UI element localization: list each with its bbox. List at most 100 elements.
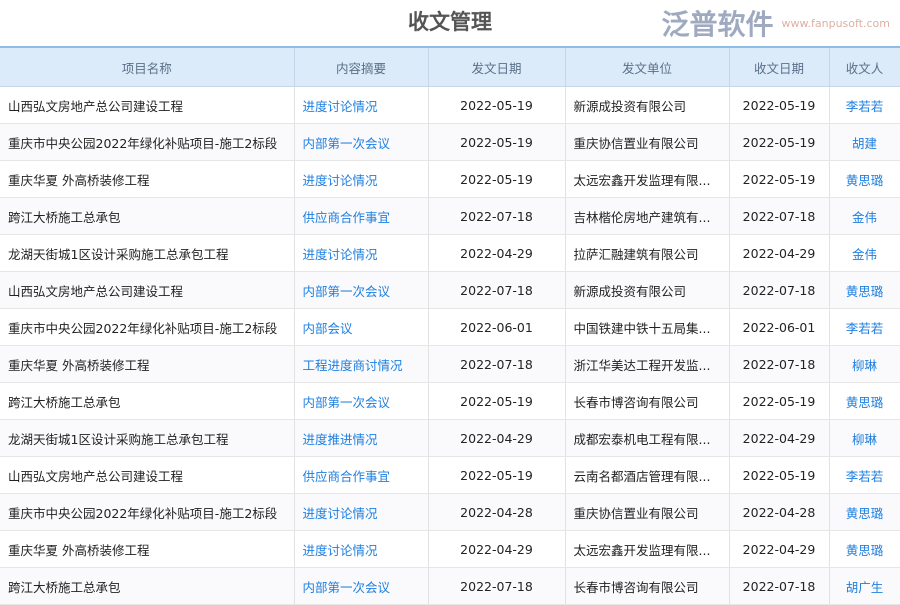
- summary-link[interactable]: 工程进度商讨情况: [294, 345, 429, 383]
- sender-unit: 太远宏鑫开发监理有限...: [565, 530, 730, 568]
- summary-link[interactable]: 进度讨论情况: [294, 86, 429, 124]
- send-date: 2022-04-28: [428, 493, 566, 531]
- project-name: 重庆华夏 外高桥装修工程: [0, 345, 295, 383]
- send-date: 2022-07-18: [428, 197, 566, 235]
- receiver-link[interactable]: 金伟: [829, 197, 900, 235]
- table-row[interactable]: 山西弘文房地产总公司建设工程 供应商合作事宜 2022-05-19 云南名都酒店管理有…: [0, 456, 900, 494]
- receiver-link[interactable]: 李若若: [829, 456, 900, 494]
- receiver-link[interactable]: 黄思璐: [829, 493, 900, 531]
- project-name: 山西弘文房地产总公司建设工程: [0, 86, 295, 124]
- header-row: 项目名称 内容摘要 发文日期 发文单位 收文日期 收文人: [0, 46, 900, 87]
- receiver-link[interactable]: 黄思璐: [829, 160, 900, 198]
- project-name: 跨江大桥施工总承包: [0, 567, 295, 605]
- table-row[interactable]: 重庆华夏 外高桥装修工程 工程进度商讨情况 2022-07-18 浙江华美达工程开发监…: [0, 345, 900, 383]
- project-name: 跨江大桥施工总承包: [0, 382, 295, 420]
- receiver-link[interactable]: 柳琳: [829, 345, 900, 383]
- receive-date: 2022-05-19: [729, 456, 830, 494]
- table-row[interactable]: 重庆市中央公园2022年绿化补贴项目-施工2标段 内部会议 2022-06-01 中国…: [0, 308, 900, 346]
- table-row[interactable]: 龙湖天街城1区设计采购施工总承包工程 进度讨论情况 2022-04-29 拉萨汇融建筑…: [0, 234, 900, 272]
- project-name: 重庆华夏 外高桥装修工程: [0, 160, 295, 198]
- sender-unit: 浙江华美达工程开发监...: [565, 345, 730, 383]
- column-header[interactable]: 收文人: [829, 46, 900, 87]
- summary-link[interactable]: 内部第一次会议: [294, 382, 429, 420]
- summary-link[interactable]: 内部第一次会议: [294, 123, 429, 161]
- table-row[interactable]: 龙湖天街城1区设计采购施工总承包工程 进度推进情况 2022-04-29 成都宏泰机电…: [0, 419, 900, 457]
- send-date: 2022-04-29: [428, 419, 566, 457]
- receiver-link[interactable]: 黄思璐: [829, 530, 900, 568]
- sender-unit: 新源成投资有限公司: [565, 86, 730, 124]
- table-body: 山西弘文房地产总公司建设工程 进度讨论情况 2022-05-19 新源成投资有限公司 2…: [0, 86, 900, 605]
- send-date: 2022-05-19: [428, 382, 566, 420]
- receiver-link[interactable]: 胡广生: [829, 567, 900, 605]
- receive-date: 2022-07-18: [729, 567, 830, 605]
- sender-unit: 中国铁建中铁十五局集...: [565, 308, 730, 346]
- table-row[interactable]: 山西弘文房地产总公司建设工程 进度讨论情况 2022-05-19 新源成投资有限公司 2…: [0, 86, 900, 124]
- column-header[interactable]: 项目名称: [0, 46, 295, 87]
- project-name: 重庆市中央公园2022年绿化补贴项目-施工2标段: [0, 308, 295, 346]
- column-header[interactable]: 发文单位: [565, 46, 730, 87]
- receiver-link[interactable]: 李若若: [829, 86, 900, 124]
- summary-link[interactable]: 内部第一次会议: [294, 567, 429, 605]
- project-name: 山西弘文房地产总公司建设工程: [0, 271, 295, 309]
- summary-link[interactable]: 进度讨论情况: [294, 160, 429, 198]
- project-name: 重庆市中央公园2022年绿化补贴项目-施工2标段: [0, 123, 295, 161]
- receive-date: 2022-05-19: [729, 160, 830, 198]
- project-name: 山西弘文房地产总公司建设工程: [0, 456, 295, 494]
- sender-unit: 长春市博咨询有限公司: [565, 382, 730, 420]
- summary-link[interactable]: 进度推进情况: [294, 419, 429, 457]
- table-row[interactable]: 跨江大桥施工总承包 内部第一次会议 2022-05-19 长春市博咨询有限公司 2022…: [0, 382, 900, 420]
- receiver-link[interactable]: 黄思璐: [829, 271, 900, 309]
- receive-date: 2022-05-19: [729, 86, 830, 124]
- project-name: 跨江大桥施工总承包: [0, 197, 295, 235]
- sender-unit: 太远宏鑫开发监理有限...: [565, 160, 730, 198]
- summary-link[interactable]: 进度讨论情况: [294, 234, 429, 272]
- send-date: 2022-04-29: [428, 530, 566, 568]
- project-name: 重庆华夏 外高桥装修工程: [0, 530, 295, 568]
- send-date: 2022-05-19: [428, 86, 566, 124]
- send-date: 2022-05-19: [428, 160, 566, 198]
- table-row[interactable]: 跨江大桥施工总承包 供应商合作事宜 2022-07-18 吉林楷伦房地产建筑有... 2…: [0, 197, 900, 235]
- summary-link[interactable]: 进度讨论情况: [294, 530, 429, 568]
- send-date: 2022-06-01: [428, 308, 566, 346]
- receive-date: 2022-07-18: [729, 271, 830, 309]
- sender-unit: 新源成投资有限公司: [565, 271, 730, 309]
- table-row[interactable]: 重庆市中央公园2022年绿化补贴项目-施工2标段 进度讨论情况 2022-04-28…: [0, 493, 900, 531]
- table-row[interactable]: 重庆市中央公园2022年绿化补贴项目-施工2标段 内部第一次会议 2022-05-1…: [0, 123, 900, 161]
- sender-unit: 重庆协信置业有限公司: [565, 493, 730, 531]
- send-date: 2022-05-19: [428, 123, 566, 161]
- receive-date: 2022-04-28: [729, 493, 830, 531]
- send-date: 2022-04-29: [428, 234, 566, 272]
- summary-link[interactable]: 内部第一次会议: [294, 271, 429, 309]
- summary-link[interactable]: 内部会议: [294, 308, 429, 346]
- column-header[interactable]: 内容摘要: [294, 46, 429, 87]
- page-title: 收文管理: [408, 10, 492, 34]
- receive-date: 2022-05-19: [729, 382, 830, 420]
- receiver-link[interactable]: 柳琳: [829, 419, 900, 457]
- sender-unit: 重庆协信置业有限公司: [565, 123, 730, 161]
- summary-link[interactable]: 供应商合作事宜: [294, 456, 429, 494]
- project-name: 龙湖天街城1区设计采购施工总承包工程: [0, 419, 295, 457]
- receiver-link[interactable]: 李若若: [829, 308, 900, 346]
- sender-unit: 成都宏泰机电工程有限...: [565, 419, 730, 457]
- sender-unit: 长春市博咨询有限公司: [565, 567, 730, 605]
- column-header[interactable]: 收文日期: [729, 46, 830, 87]
- sender-unit: 吉林楷伦房地产建筑有...: [565, 197, 730, 235]
- project-name: 龙湖天街城1区设计采购施工总承包工程: [0, 234, 295, 272]
- receiver-link[interactable]: 胡建: [829, 123, 900, 161]
- summary-link[interactable]: 供应商合作事宜: [294, 197, 429, 235]
- table-row[interactable]: 跨江大桥施工总承包 内部第一次会议 2022-07-18 长春市博咨询有限公司 2022…: [0, 567, 900, 605]
- send-date: 2022-07-18: [428, 345, 566, 383]
- receive-date: 2022-07-18: [729, 345, 830, 383]
- sender-unit: 拉萨汇融建筑有限公司: [565, 234, 730, 272]
- summary-link[interactable]: 进度讨论情况: [294, 493, 429, 531]
- receiver-link[interactable]: 黄思璐: [829, 382, 900, 420]
- project-name: 重庆市中央公园2022年绿化补贴项目-施工2标段: [0, 493, 295, 531]
- table-row[interactable]: 山西弘文房地产总公司建设工程 内部第一次会议 2022-07-18 新源成投资有限公司…: [0, 271, 900, 309]
- receiver-link[interactable]: 金伟: [829, 234, 900, 272]
- receive-date: 2022-04-29: [729, 234, 830, 272]
- table-row[interactable]: 重庆华夏 外高桥装修工程 进度讨论情况 2022-05-19 太远宏鑫开发监理有限..…: [0, 160, 900, 198]
- receive-date: 2022-06-01: [729, 308, 830, 346]
- sender-unit: 云南名都酒店管理有限...: [565, 456, 730, 494]
- table-row[interactable]: 重庆华夏 外高桥装修工程 进度讨论情况 2022-04-29 太远宏鑫开发监理有限..…: [0, 530, 900, 568]
- column-header[interactable]: 发文日期: [428, 46, 566, 87]
